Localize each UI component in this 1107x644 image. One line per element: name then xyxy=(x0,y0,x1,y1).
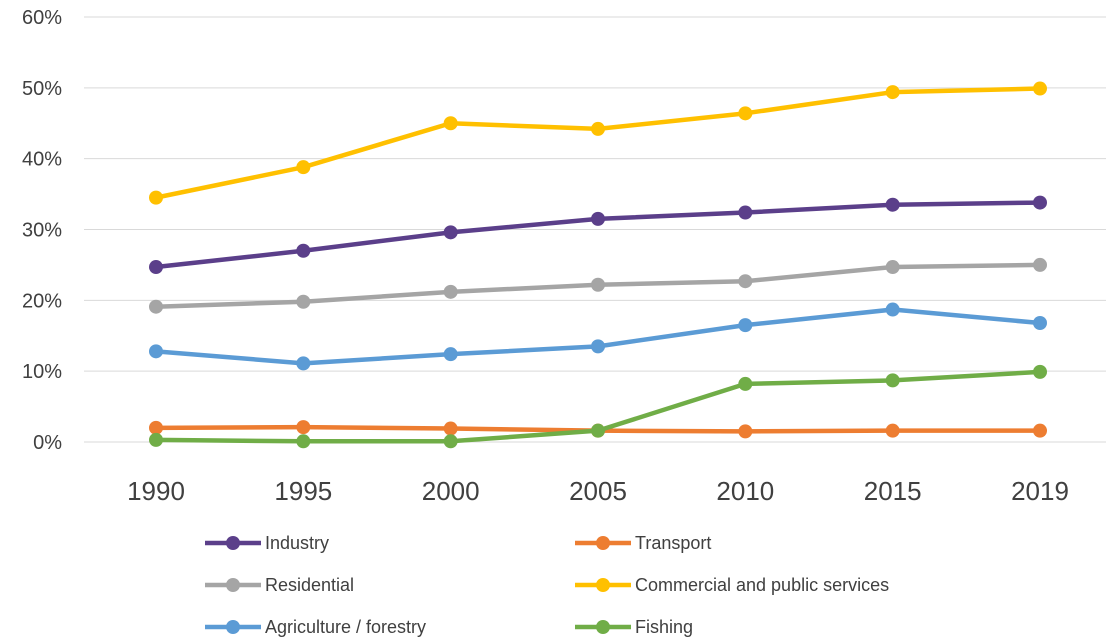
y-tick-label: 30% xyxy=(22,220,62,242)
data-point xyxy=(885,373,900,388)
data-point xyxy=(296,356,311,371)
data-point xyxy=(443,116,458,131)
series-lines xyxy=(149,81,1047,449)
x-tick-label: 1995 xyxy=(274,476,332,506)
data-point xyxy=(1033,316,1047,330)
legend-label: Commercial and public services xyxy=(635,575,889,595)
legend-label: Agriculture / forestry xyxy=(265,617,426,637)
data-point xyxy=(149,420,163,435)
data-point xyxy=(296,243,311,258)
legend-marker xyxy=(226,536,240,550)
data-point xyxy=(443,225,458,240)
data-point xyxy=(443,421,458,436)
data-point xyxy=(149,432,163,447)
x-tick-label: 2010 xyxy=(716,476,774,506)
y-tick-label: 40% xyxy=(22,149,62,171)
legend-item: Industry xyxy=(205,533,329,553)
data-point xyxy=(1033,81,1047,96)
data-point xyxy=(1033,257,1047,272)
data-point xyxy=(591,277,605,292)
legend-label: Residential xyxy=(265,575,354,595)
legend-item: Commercial and public services xyxy=(575,575,889,595)
series-line xyxy=(153,86,1043,200)
legend-marker xyxy=(596,620,610,634)
data-point xyxy=(885,260,900,275)
series-line xyxy=(153,307,1043,366)
data-point xyxy=(738,376,753,391)
series-agriculture-forestry xyxy=(149,302,1047,371)
grid-lines xyxy=(84,16,1106,443)
x-tick-label: 2015 xyxy=(864,476,922,506)
x-axis-ticks: 1990 1995 2000 2005 2010 2015 2019 xyxy=(127,476,1069,506)
data-point xyxy=(591,339,605,354)
y-tick-label: 20% xyxy=(22,290,62,312)
y-tick-label: 60% xyxy=(22,7,62,29)
data-point xyxy=(738,205,753,220)
legend: Industry Transport Residential Commercial a… xyxy=(205,533,889,637)
x-tick-label: 2000 xyxy=(422,476,480,506)
data-point xyxy=(149,190,163,205)
legend-label: Industry xyxy=(265,533,329,553)
legend-item: Transport xyxy=(575,533,711,553)
data-point xyxy=(149,260,163,275)
data-point xyxy=(296,420,311,435)
data-point xyxy=(443,347,458,362)
x-tick-label: 2005 xyxy=(569,476,627,506)
data-point xyxy=(296,434,311,449)
legend-label: Fishing xyxy=(635,617,693,637)
y-tick-label: 0% xyxy=(33,432,62,454)
data-point xyxy=(885,85,900,100)
data-point xyxy=(296,294,311,309)
legend-label: Transport xyxy=(635,533,711,553)
x-tick-label: 2019 xyxy=(1011,476,1069,506)
data-point xyxy=(443,434,458,449)
data-point xyxy=(1033,364,1047,379)
legend-item: Fishing xyxy=(575,617,693,637)
data-point xyxy=(738,274,753,289)
legend-marker xyxy=(596,536,610,550)
legend-marker xyxy=(226,578,240,592)
data-point xyxy=(738,424,753,439)
data-point xyxy=(885,423,900,438)
series-residential xyxy=(149,257,1047,314)
data-point xyxy=(296,160,311,175)
data-point xyxy=(1033,195,1047,210)
legend-item: Residential xyxy=(205,575,354,595)
data-point xyxy=(591,121,605,136)
data-point xyxy=(591,423,605,438)
data-point xyxy=(149,344,163,359)
data-point xyxy=(885,302,900,317)
data-point xyxy=(738,318,753,333)
series-commercial-and-public-services xyxy=(149,81,1047,205)
x-tick-label: 1990 xyxy=(127,476,185,506)
y-tick-label: 50% xyxy=(22,78,62,100)
series-fishing xyxy=(149,364,1047,449)
data-point xyxy=(738,106,753,121)
series-industry xyxy=(149,195,1047,275)
y-axis-ticks: 0% 10% 20% 30% 40% 50% 60% xyxy=(22,7,62,454)
data-point xyxy=(443,284,458,299)
y-tick-label: 10% xyxy=(22,361,62,383)
legend-item: Agriculture / forestry xyxy=(205,617,426,637)
data-point xyxy=(591,211,605,226)
data-point xyxy=(1033,423,1047,438)
legend-marker xyxy=(226,620,240,634)
legend-marker xyxy=(596,578,610,592)
data-point xyxy=(149,299,163,314)
data-point xyxy=(885,197,900,212)
